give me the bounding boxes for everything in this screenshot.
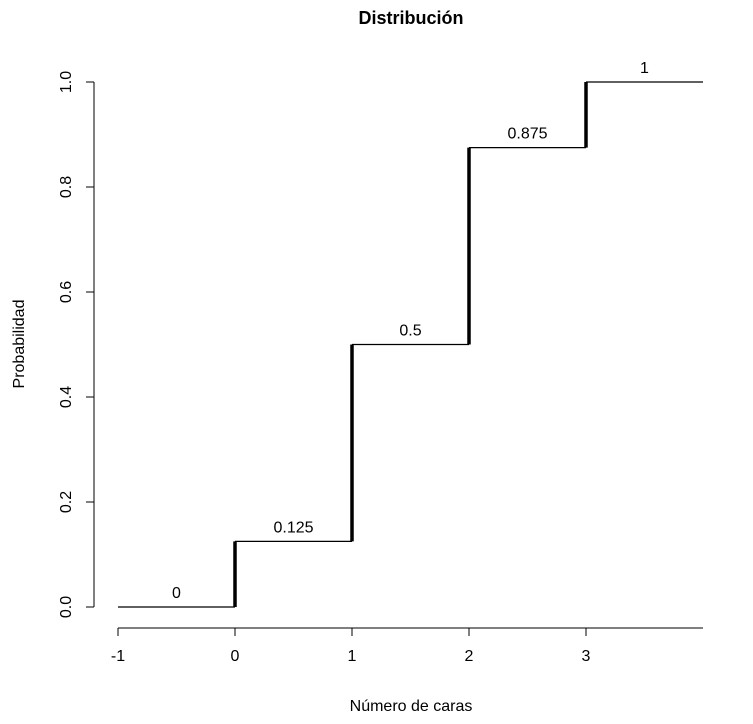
plot-area: -1 0 1 2 3 0.0 0.2 0.4 0.6 0.8 1.0 0 0.125 0.5 0.875 1: [58, 60, 703, 665]
y-tick-label: 0.2: [58, 491, 75, 513]
step-value-label: 0.125: [273, 519, 313, 536]
x-axis-label: Número de caras: [350, 698, 473, 715]
x-tick-label: 1: [348, 648, 357, 665]
step-value-label: 0: [172, 585, 181, 602]
y-tick-label: 1.0: [58, 71, 75, 93]
step-value-label: 0.5: [399, 323, 421, 340]
chart-title: Distribución: [358, 8, 463, 28]
y-axis-label: Probabilidad: [11, 300, 28, 389]
x-tick-label: 3: [582, 648, 591, 665]
y-tick-label: 0.4: [58, 386, 75, 408]
step-value-label: 1: [640, 60, 649, 77]
x-tick-label: -1: [111, 648, 125, 665]
y-tick-label: 0.6: [58, 281, 75, 303]
y-tick-label: 0.8: [58, 176, 75, 198]
x-tick-label: 2: [465, 648, 474, 665]
x-tick-label: 0: [231, 648, 240, 665]
step-value-label: 0.875: [507, 126, 547, 143]
y-tick-label: 0.0: [58, 596, 75, 618]
